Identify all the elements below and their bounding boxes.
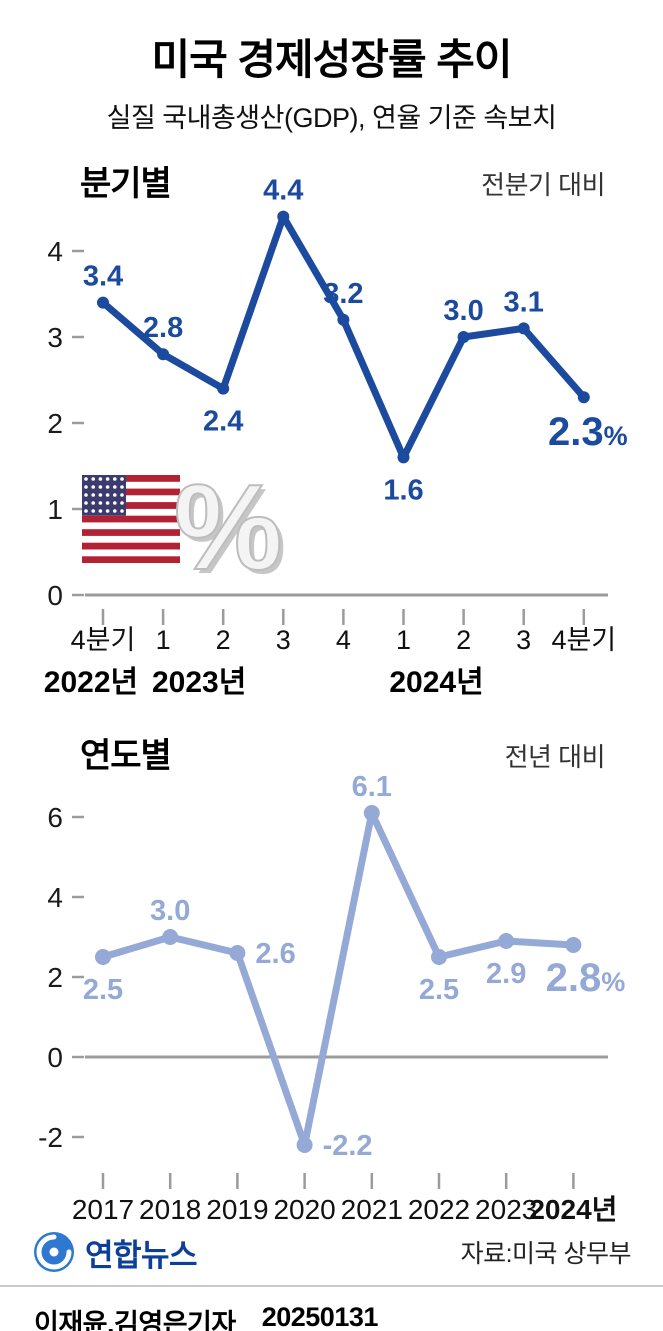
x-tick-label: 2017	[72, 1194, 134, 1225]
y-tick-label: 0	[47, 580, 63, 611]
data-label: 2.6	[255, 938, 295, 970]
data-point	[577, 391, 590, 404]
divider-line	[0, 1285, 663, 1287]
year-label: 2022년	[44, 666, 138, 699]
data-point	[97, 296, 109, 309]
x-tick-label: 4	[336, 625, 351, 655]
yonhap-logo-icon	[34, 1232, 74, 1272]
footer: 연합뉴스 자료:미국 상무부	[0, 1229, 663, 1275]
x-tick-label: 3	[276, 625, 291, 655]
subtitle: 실질 국내총생산(GDP), 연율 기준 속보치	[106, 103, 557, 133]
byline-date: 20250131	[261, 1302, 379, 1331]
yearly-chart-header: 연도별 전년 대비	[0, 733, 663, 777]
agency-name: 연합뉴스	[85, 1237, 198, 1273]
data-label: -2.2	[323, 1130, 373, 1162]
y-tick-label: -2	[38, 1122, 63, 1153]
data-point	[363, 805, 380, 821]
data-point	[277, 210, 290, 223]
data-point	[517, 322, 530, 335]
data-label-final: 2.8%	[546, 956, 626, 1000]
y-tick-label: 0	[47, 1042, 63, 1073]
quarterly-line-chart: 0 1 2 3 4 4분기 1 2 3 4 1 2 3 4분기 2022년 2023년 2024년 3.4 2.8 2…	[44, 175, 628, 699]
data-label-final: 2.3%	[548, 410, 628, 454]
yearly-chart-area: -2 0 2 4 6 2017 2018 2019 2020 2021 2022 2023 2024년 2…	[0, 771, 663, 1227]
data-point	[296, 1137, 313, 1153]
x-tick-label: 2	[216, 625, 231, 655]
data-point	[565, 937, 582, 953]
yearly-chart-section: 연도별 전년 대비 -2 0 2 4 6 2017 2018 2019 2020 2021 2022…	[0, 733, 663, 1227]
data-label: 2.4	[203, 406, 243, 438]
data-label: 3.2	[323, 278, 363, 310]
data-label: 3.0	[150, 895, 190, 927]
data-label: 3.4	[83, 261, 123, 293]
data-point	[431, 949, 447, 965]
byline: 이재윤.김영은기자 20250131	[0, 1287, 663, 1331]
y-tick-label: 4	[47, 882, 63, 913]
quarterly-comparison-label: 전분기 대비	[481, 170, 605, 200]
data-point	[337, 313, 350, 326]
x-tick-label: 2021	[341, 1194, 403, 1225]
y-tick-label: 6	[47, 802, 63, 833]
x-tick-label: 1	[156, 625, 171, 655]
data-point	[157, 348, 170, 361]
x-tick-label: 2019	[206, 1194, 268, 1225]
yearly-comparison-label: 전년 대비	[504, 742, 606, 772]
quarterly-chart-section: 분기별 전분기 대비 0 1 2 3 4 4분기 1 2 3 4 1 2 3 4분기 2022년 2023년 2…	[0, 161, 663, 705]
data-label: 2.5	[419, 974, 459, 1006]
quarterly-chart-area: 0 1 2 3 4 4분기 1 2 3 4 1 2 3 4분기 2022년 2023년 2024년 3.4 2.8 2…	[0, 175, 663, 705]
data-point	[397, 451, 410, 464]
data-point	[229, 945, 246, 961]
data-label: 2.5	[83, 974, 123, 1006]
year-label: 2023년	[152, 666, 246, 699]
data-label: 2.9	[486, 958, 526, 990]
x-tick-label: 4분기	[551, 625, 616, 655]
x-tick-label: 4분기	[71, 625, 136, 655]
data-label: 6.1	[352, 771, 392, 803]
y-tick-label: 3	[47, 322, 63, 353]
x-tick-label: 2020	[273, 1194, 335, 1225]
quarterly-chart-title: 분기별	[80, 165, 172, 203]
header: 미국 경제성장률 추이 실질 국내총생산(GDP), 연율 기준 속보치	[0, 0, 663, 135]
data-point	[95, 949, 111, 965]
byline-authors: 이재윤.김영은기자	[34, 1309, 236, 1331]
page-title: 미국 경제성장률 추이	[151, 36, 512, 83]
agency-brand: 연합뉴스	[32, 1230, 198, 1275]
year-label: 2024년	[389, 666, 483, 699]
y-tick-label: 2	[47, 962, 63, 993]
x-tick-label: 2023	[475, 1194, 537, 1225]
data-line	[99, 809, 577, 1149]
x-tick-label: 2	[456, 625, 471, 655]
x-tick-label: 1	[396, 625, 411, 655]
data-label: 1.6	[383, 474, 423, 506]
data-point	[457, 331, 470, 343]
data-point	[498, 933, 515, 949]
x-tick-label: 2022	[408, 1194, 470, 1225]
data-label: 4.4	[263, 175, 303, 207]
data-label: 3.1	[504, 286, 544, 318]
data-point	[217, 382, 230, 395]
x-tick-label: 2024년	[529, 1194, 617, 1225]
source-credit: 자료:미국 상무부	[460, 1240, 632, 1268]
x-tick-label: 2018	[139, 1194, 201, 1225]
yearly-chart-title: 연도별	[80, 737, 172, 775]
x-tick-label: 3	[516, 625, 531, 655]
y-tick-label: 2	[47, 408, 63, 439]
y-tick-label: 1	[47, 494, 63, 525]
data-label: 3.0	[443, 295, 483, 327]
y-tick-label: 4	[47, 236, 63, 267]
data-point	[162, 929, 179, 945]
data-label: 2.8	[143, 312, 183, 344]
quarterly-chart-header: 분기별 전분기 대비	[0, 161, 663, 205]
